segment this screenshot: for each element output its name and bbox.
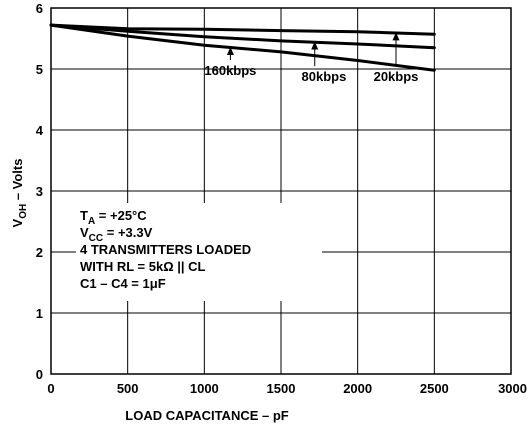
- annotation-line-2: 4 TRANSMITTERS LOADED: [80, 242, 251, 257]
- annotation-line-3: WITH RL = 5kΩ || CL: [80, 259, 206, 274]
- y-tick-label-3: 3: [36, 184, 43, 199]
- annotation-part-3-0: WITH RL = 5kΩ || CL: [80, 259, 206, 274]
- annotation-part-0-1: A: [88, 216, 95, 227]
- annotation-background: [76, 203, 322, 301]
- annotation-part-4-0: C1 – C4 = 1μF: [80, 276, 166, 291]
- y-axis-title: VOH – Volts: [10, 159, 29, 228]
- annotation-part-0-0: T: [80, 208, 88, 223]
- plot-frame: [50, 7, 512, 375]
- y-tick-label-0: 0: [36, 367, 43, 382]
- x-tick-label-4: 2000: [343, 381, 372, 396]
- x-tick-label-3: 1500: [267, 381, 296, 396]
- series-group: [49, 23, 436, 72]
- y-axis-title-main: V: [10, 218, 25, 227]
- y-axis-title-sub: OH: [18, 204, 29, 219]
- x-tick-label-2: 1000: [190, 381, 219, 396]
- y-tick-label-2: 2: [36, 245, 43, 260]
- annotation-part-1-2: = +3.3V: [103, 225, 152, 240]
- y-tick-label-6: 6: [36, 1, 43, 16]
- grid: [51, 8, 511, 374]
- y-tick-label-4: 4: [36, 123, 44, 138]
- series-arrow-head-160kbps: [226, 47, 234, 56]
- x-axis-title: LOAD CAPACITANCE – pF: [125, 408, 289, 423]
- y-tick-label-1: 1: [36, 306, 43, 321]
- annotation-line-4: C1 – C4 = 1μF: [80, 276, 166, 291]
- series-labels: 20kbps 80kbps 160kbps: [204, 32, 418, 84]
- x-tick-label-6: 3000: [498, 381, 527, 396]
- plot-border: [50, 7, 512, 375]
- series-arrow-head-80kbps: [311, 41, 319, 50]
- x-axis: 0 500 1000 1500 2000 2500 3000: [47, 381, 527, 396]
- y-tick-label-5: 5: [36, 62, 43, 77]
- annotation-part-2-0: 4 TRANSMITTERS LOADED: [80, 242, 251, 257]
- y-axis-title-rest: – Volts: [10, 159, 25, 204]
- x-tick-label-1: 500: [117, 381, 139, 396]
- x-tick-label-0: 0: [47, 381, 54, 396]
- annotation-part-1-1: CC: [89, 233, 103, 244]
- annotation-line-1: VCC = +3.3V: [80, 225, 153, 244]
- annotation-part-0-2: = +25°C: [95, 208, 147, 223]
- series-line-20kbps: [49, 23, 436, 36]
- series-label-20kbps: 20kbps: [374, 69, 419, 84]
- series-label-160kbps: 160kbps: [204, 63, 256, 78]
- series-line-80kbps: [49, 23, 436, 50]
- series-label-80kbps: 80kbps: [302, 69, 347, 84]
- series-arrow-head-20kbps: [392, 32, 400, 41]
- y-axis: 0 1 2 3 4 5 6: [36, 1, 44, 382]
- annotation-part-1-0: V: [80, 225, 89, 240]
- x-tick-label-5: 2500: [420, 381, 449, 396]
- series-line-160kbps: [49, 23, 436, 72]
- annotation-line-0: TA = +25°C: [80, 208, 147, 227]
